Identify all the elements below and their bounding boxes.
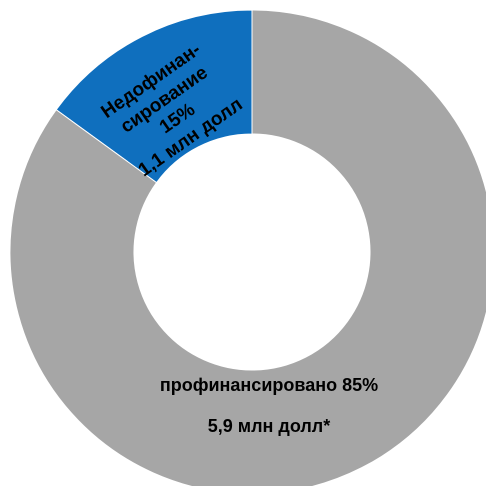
donut-slice-funded (9, 9, 486, 486)
donut-slice-underfunded (55, 9, 253, 184)
funded-label-line: профинансировано 85% (160, 375, 378, 395)
donut-slices (9, 9, 486, 486)
funded-label-line: 5,9 млн долл* (208, 416, 331, 436)
